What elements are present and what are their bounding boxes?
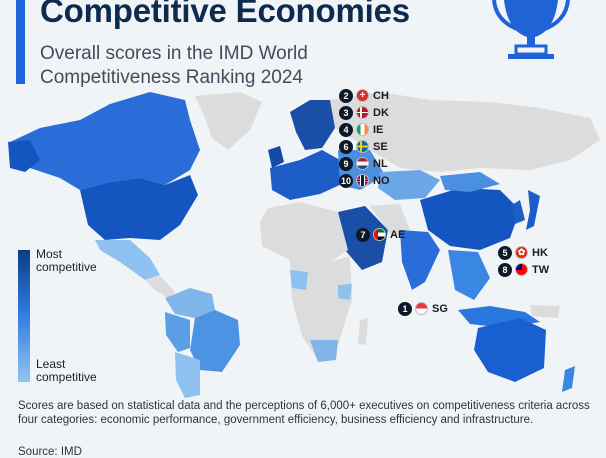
title-accent-bar	[16, 0, 25, 84]
callout-ae: 7 AE	[356, 227, 405, 242]
map-india	[400, 230, 440, 290]
flag-netherlands-icon	[356, 157, 369, 170]
country-code: NO	[373, 174, 390, 187]
flag-norway-icon	[356, 174, 369, 187]
country-code: DK	[373, 106, 389, 119]
rank-badge: 2	[339, 88, 353, 103]
callout-ch: 2 + CH	[339, 88, 389, 103]
legend-label-most: Most competitive	[36, 247, 97, 274]
map-australia	[474, 318, 546, 382]
chart-title: Competitive Economies	[40, 0, 410, 29]
map-madagascar	[358, 318, 368, 345]
map-mexico	[95, 240, 160, 280]
map-kazakhstan	[378, 170, 440, 200]
flag-denmark-icon	[356, 106, 369, 119]
map-central-america	[145, 276, 175, 298]
rank-badge: 1	[398, 301, 412, 316]
rank-badge: 3	[339, 105, 353, 120]
map-iran	[370, 204, 410, 236]
callout-sg: 1 SG	[398, 301, 448, 316]
map-china	[420, 188, 520, 250]
map-southeast-asia	[448, 250, 490, 300]
flag-hongkong-icon: ✿	[515, 246, 528, 259]
map-greenland	[195, 92, 262, 150]
source-note: Source: IMD	[18, 446, 82, 458]
map-canada	[10, 92, 200, 190]
country-code: TW	[532, 263, 550, 276]
rank-badge: 9	[339, 156, 353, 171]
callout-tw: 8 TW	[498, 262, 549, 277]
flag-uae-icon	[373, 228, 386, 241]
country-code: IE	[373, 123, 384, 136]
callout-no: 10 NO	[339, 173, 390, 188]
legend-label-least: Least competitive	[36, 357, 97, 384]
flag-taiwan-icon	[515, 263, 528, 276]
map-nigeria-kenya	[290, 270, 352, 300]
map-colombia-venezuela	[165, 288, 215, 318]
callout-hk: 5 ✿ HK	[498, 245, 548, 260]
map-usa	[80, 175, 198, 240]
map-north-africa	[260, 202, 348, 262]
map-south-africa	[310, 340, 338, 362]
callout-se: 6 SE	[339, 139, 388, 154]
country-code: HK	[532, 246, 548, 259]
trophy-icon	[492, 0, 570, 59]
world-map	[8, 92, 600, 398]
legend-color-scale	[18, 250, 30, 382]
rank-badge: 5	[498, 245, 512, 260]
flag-singapore-icon	[415, 302, 428, 315]
rank-badge: 6	[339, 139, 353, 154]
map-peru	[165, 312, 190, 352]
map-papua	[530, 305, 560, 318]
map-korea-japan	[512, 190, 540, 230]
country-code: SE	[373, 140, 388, 153]
map-russia	[330, 92, 600, 172]
map-brazil	[190, 310, 240, 372]
callout-nl: 9 NL	[339, 156, 388, 171]
flag-switzerland-icon: +	[356, 89, 369, 102]
map-alaska	[8, 140, 40, 172]
country-code: CH	[373, 89, 389, 102]
flag-ireland-icon	[356, 123, 369, 136]
country-code: NL	[373, 157, 388, 170]
map-scandinavia	[290, 100, 335, 150]
map-western-europe	[270, 150, 342, 200]
chart-subtitle: Overall scores in the IMD World Competit…	[40, 43, 308, 88]
flag-sweden-icon	[356, 140, 369, 153]
map-new-zealand	[562, 366, 575, 392]
footnote: Scores are based on statistical data and…	[18, 400, 590, 426]
callout-dk: 3 DK	[339, 105, 389, 120]
country-code: AE	[390, 228, 406, 241]
rank-badge: 8	[498, 262, 512, 277]
map-uk-ireland	[268, 146, 284, 168]
rank-badge: 10	[339, 173, 353, 188]
rank-badge: 7	[356, 227, 370, 242]
map-mongolia	[440, 172, 500, 192]
callout-ie: 4 IE	[339, 122, 383, 137]
country-code: SG	[432, 302, 448, 315]
map-chile-argentina	[175, 352, 200, 398]
rank-badge: 4	[339, 122, 353, 137]
